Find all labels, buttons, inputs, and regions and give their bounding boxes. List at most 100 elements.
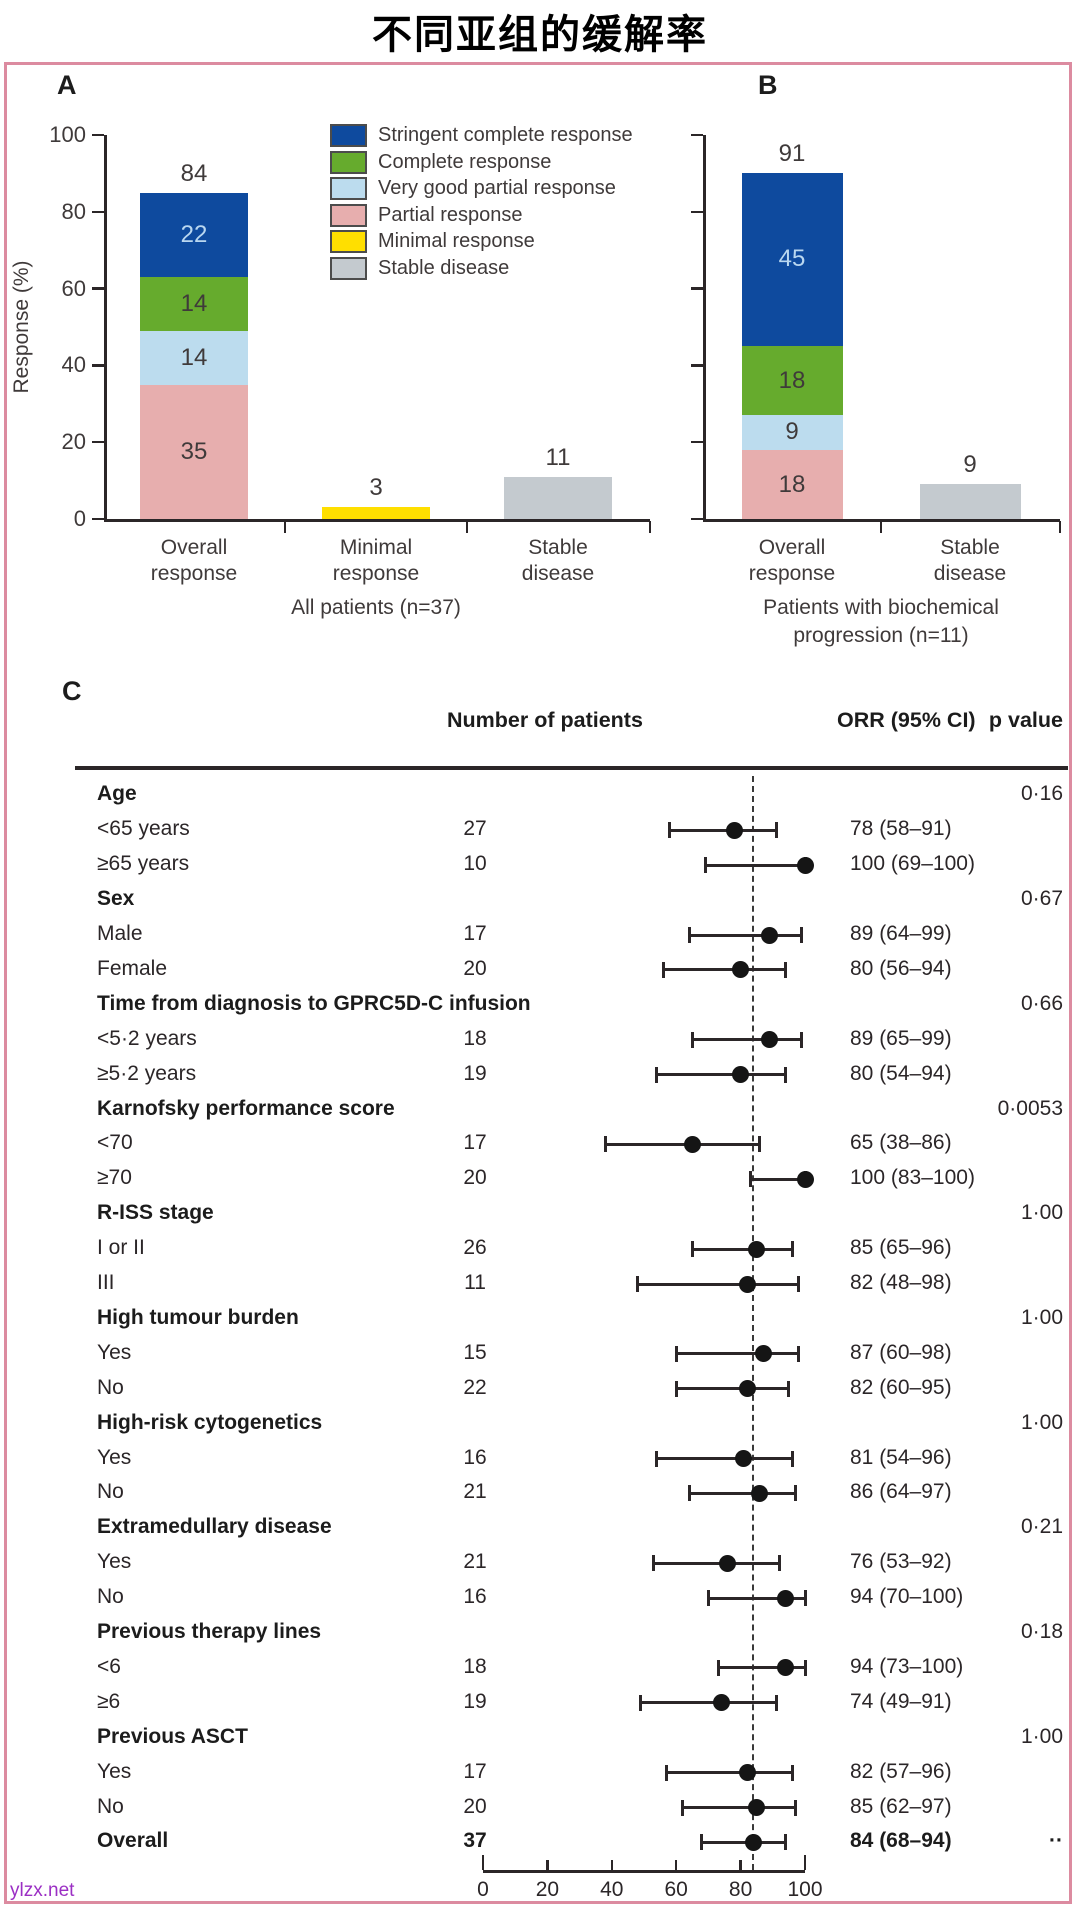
row-p-value: 1·00 (1020, 1305, 1063, 1329)
watermark: ylzx.net (10, 1880, 75, 1901)
y-axis-tick (92, 517, 104, 521)
ci-cap-low (665, 1764, 669, 1781)
y-axis-tick (92, 133, 104, 137)
y-tick-label: 100 (49, 122, 86, 147)
row-label: I or II (97, 1236, 145, 1260)
row-orr-value: 74 (49–91) (850, 1689, 952, 1713)
row-patient-count: 17 (463, 1131, 487, 1155)
ci-cap-high (797, 1276, 801, 1293)
panel-a-label: A (57, 70, 77, 100)
ci-line (605, 1142, 760, 1146)
legend-label: Partial response (378, 203, 523, 226)
bar-segment: 35 (140, 384, 248, 519)
bar-segment: 9 (741, 415, 843, 450)
panel-b-label: B (758, 70, 778, 100)
row-label: Yes (97, 1550, 132, 1574)
row-label: Overall (97, 1829, 169, 1853)
row-patient-count: 20 (463, 1794, 487, 1818)
ci-line (718, 1666, 805, 1670)
ci-cap-low (661, 961, 665, 978)
ci-cap-low (674, 1345, 678, 1362)
bar-segment (504, 476, 612, 519)
column-header-orr: ORR (95% CI) (837, 708, 976, 732)
row-p-value: 0·16 (1020, 782, 1063, 806)
y-axis-tick (691, 517, 703, 521)
row-orr-value: 89 (65–99) (850, 1026, 952, 1050)
bar-segment: 22 (140, 192, 248, 278)
estimate-dot (683, 1135, 701, 1153)
ci-cap-high (790, 1241, 794, 1258)
y-tick-label: 60 (61, 275, 86, 301)
row-patient-count: 10 (463, 852, 487, 876)
row-label: <6 (97, 1654, 121, 1678)
legend-swatch-complete-response (330, 150, 367, 174)
row-orr-value: 82 (48–98) (850, 1271, 952, 1295)
ci-line (692, 1038, 802, 1042)
bar-total-label: 9 (963, 451, 977, 479)
ci-line (750, 1177, 805, 1181)
ci-line (656, 1073, 786, 1077)
figure-frame (4, 62, 1072, 1904)
forest-axis-tick (546, 1860, 549, 1870)
bar-total-label: 91 (778, 140, 806, 168)
y-axis-tick (691, 287, 703, 290)
row-patient-count: 20 (463, 956, 487, 980)
ci-cap-low (655, 1066, 659, 1083)
row-patient-count: 20 (463, 1166, 487, 1190)
ci-cap-low (716, 1659, 720, 1676)
y-tick-label: 20 (61, 429, 86, 455)
forest-axis-tick (610, 1860, 614, 1870)
estimate-dot (725, 821, 743, 839)
subgroup-header: High tumour burden (97, 1305, 299, 1329)
page-title: 不同亚组的缓解率 (372, 13, 708, 57)
estimate-dot (761, 1031, 779, 1049)
x-axis-tick (879, 521, 883, 533)
subgroup-header: R-ISS stage (97, 1201, 214, 1225)
ci-cap-low (748, 1171, 752, 1188)
forest-axis-label: 60 (664, 1878, 688, 1901)
header-rule (75, 766, 1068, 770)
estimate-dot (719, 1554, 737, 1572)
estimate-dot (777, 1659, 795, 1677)
estimate-dot (754, 1345, 772, 1363)
legend-label: Stringent complete response (378, 124, 633, 146)
estimate-dot (751, 1484, 769, 1502)
row-p-value: 0·21 (1020, 1515, 1063, 1539)
column-header-pvalue: p value (988, 708, 1063, 732)
subgroup-header: Previous therapy lines (97, 1620, 322, 1644)
ci-cap-low (687, 927, 691, 944)
row-label: Female (97, 956, 168, 980)
forest-axis (483, 1870, 805, 1873)
forest-axis-label: 40 (600, 1878, 624, 1901)
row-patient-count: 16 (463, 1585, 487, 1609)
ci-cap-low (690, 1241, 694, 1258)
row-label: <5·2 years (97, 1026, 197, 1050)
subgroup-header: Time from diagnosis to GPRC5D-C infusion (97, 991, 531, 1015)
ci-line (676, 1352, 799, 1356)
estimate-dot (732, 961, 750, 979)
y-axis (703, 135, 706, 519)
ci-cap-high (784, 961, 788, 978)
row-orr-value: 87 (60–98) (850, 1340, 952, 1364)
legend-label: Very good partial response (378, 177, 616, 200)
bar-segment: 14 (140, 277, 248, 331)
forest-axis-label: 0 (477, 1878, 489, 1901)
row-orr-value: 100 (69–100) (850, 852, 975, 876)
forest-axis-label: 20 (535, 1878, 560, 1901)
row-patient-count: 27 (463, 817, 487, 841)
y-axis (104, 135, 107, 519)
ci-line (708, 1596, 805, 1600)
row-label: ≥65 years (97, 852, 190, 876)
row-patient-count: 16 (463, 1445, 487, 1469)
bar-segment-label: 45 (778, 245, 806, 273)
legend-swatch-minimal-response (330, 230, 367, 254)
row-label: Yes (97, 1340, 132, 1364)
row-label: Yes (97, 1759, 132, 1783)
bar-segment (919, 484, 1021, 519)
row-orr-value: 94 (70–100) (850, 1585, 964, 1609)
ci-cap-high (790, 1450, 794, 1467)
ci-cap-low (639, 1694, 643, 1711)
